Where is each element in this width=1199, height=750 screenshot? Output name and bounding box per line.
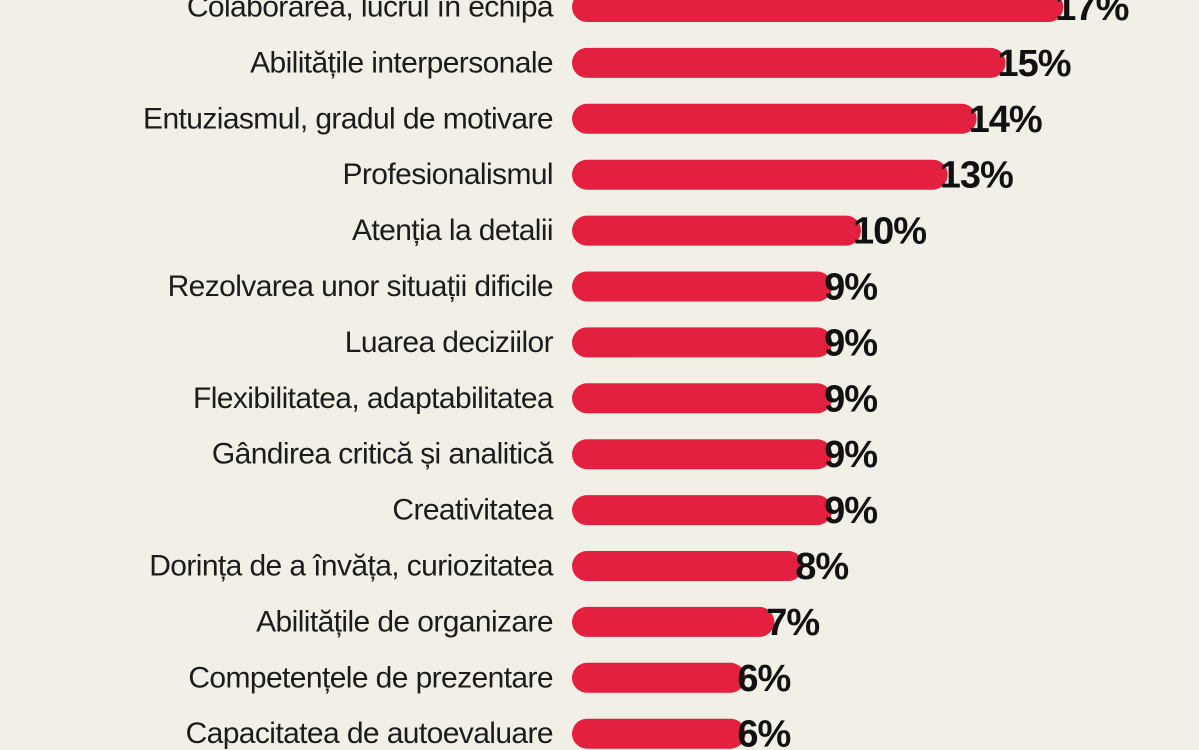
category-label: Rezolvarea unor situații dificile <box>168 270 553 303</box>
value-labels: 17% 15% 14% 13% 10% 9% 9% 9% 9% 9% 8% 7% 6% 6% <box>737 0 1129 750</box>
value-label: 6% <box>737 714 790 750</box>
category-label: Dorința de a învăța, curiozitatea <box>149 550 554 583</box>
bars <box>572 0 1064 749</box>
category-label: Abilitățile de organizare <box>256 605 553 638</box>
value-label: 9% <box>824 490 877 532</box>
bar <box>572 662 746 693</box>
category-label: Creativitatea <box>392 494 554 527</box>
category-label: Luarea deciziilor <box>345 326 554 359</box>
value-label: 6% <box>737 658 790 700</box>
bar <box>572 606 775 637</box>
value-label: 9% <box>824 434 877 476</box>
value-label: 10% <box>853 211 926 253</box>
value-label: 13% <box>940 155 1013 197</box>
bar <box>572 159 948 190</box>
value-label: 9% <box>824 378 877 420</box>
bar <box>572 439 833 470</box>
bar <box>572 271 833 302</box>
category-label: Atenția la detalii <box>352 214 553 247</box>
bar <box>572 0 1064 22</box>
value-label: 9% <box>824 322 877 364</box>
value-label: 9% <box>824 267 877 309</box>
value-label: 14% <box>969 99 1042 141</box>
value-label: 15% <box>998 43 1071 85</box>
category-labels: Colaborarea, lucrul în echipă Abilitățile… <box>143 0 554 750</box>
bar <box>572 47 1006 78</box>
bar <box>572 215 861 246</box>
value-label: 7% <box>766 602 819 644</box>
category-label: Entuziasmul, gradul de motivare <box>143 102 553 135</box>
category-label: Abilitățile interpersonale <box>250 46 553 79</box>
category-label: Competențele de prezentare <box>188 661 553 694</box>
bar <box>572 551 804 581</box>
bar <box>572 718 746 749</box>
category-label: Profesionalismul <box>343 158 554 191</box>
bar <box>572 383 833 414</box>
value-label: 17% <box>1055 0 1128 29</box>
bar <box>572 327 833 358</box>
category-label: Colaborarea, lucrul în echipă <box>187 0 554 24</box>
value-label: 8% <box>795 546 848 588</box>
category-label: Capacitatea de autoevaluare <box>186 717 553 750</box>
bar <box>572 103 977 134</box>
category-label: Flexibilitatea, adaptabilitatea <box>193 382 554 415</box>
bar <box>572 495 833 526</box>
category-label: Gândirea critică și analitică <box>212 438 554 471</box>
